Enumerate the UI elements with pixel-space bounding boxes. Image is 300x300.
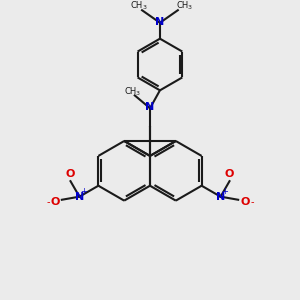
Text: N: N [146,102,154,112]
Text: 3: 3 [188,5,192,10]
Text: 3: 3 [136,91,140,96]
Text: 3: 3 [142,5,146,10]
Text: N: N [155,17,165,27]
Text: O: O [225,169,234,179]
Text: -: - [46,197,50,207]
Text: O: O [50,197,60,207]
Text: CH: CH [177,1,189,10]
Text: +: + [221,187,228,196]
Text: O: O [240,197,250,207]
Text: O: O [66,169,75,179]
Text: +: + [80,187,87,196]
Text: -: - [250,197,254,207]
Text: N: N [216,192,225,202]
Text: N: N [75,192,84,202]
Text: CH: CH [131,1,143,10]
Text: CH: CH [125,87,137,96]
